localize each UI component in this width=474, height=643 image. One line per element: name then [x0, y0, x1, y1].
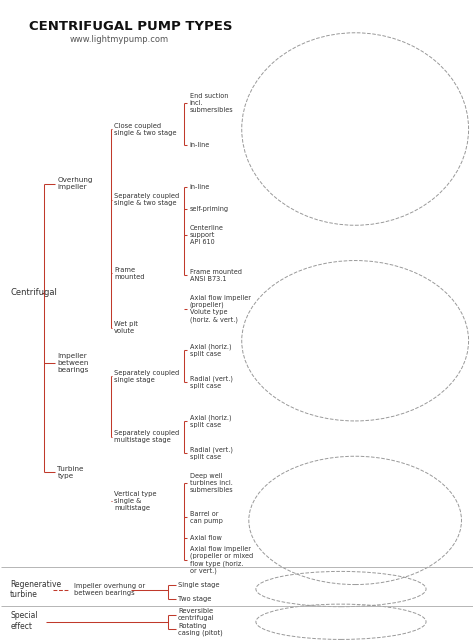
Text: Axial (horiz.)
split case: Axial (horiz.) split case: [190, 343, 231, 357]
Text: Close coupled
single & two stage: Close coupled single & two stage: [114, 123, 177, 136]
Text: Axial (horiz.)
split case: Axial (horiz.) split case: [190, 414, 231, 428]
Text: Reversible
centrifugal: Reversible centrifugal: [178, 608, 215, 621]
Text: Separately coupled
single stage: Separately coupled single stage: [114, 370, 179, 383]
Text: Axial flow impeller
(propeller or mixed
flow type (horiz.
or vert.): Axial flow impeller (propeller or mixed …: [190, 546, 253, 574]
Text: in-line: in-line: [190, 142, 210, 148]
Text: Impeller
between
bearings: Impeller between bearings: [57, 353, 89, 373]
Text: Separately coupled
single & two stage: Separately coupled single & two stage: [114, 193, 179, 206]
Text: self-priming: self-priming: [190, 206, 229, 212]
Text: Vertical type
single &
multistage: Vertical type single & multistage: [114, 491, 156, 511]
Text: Turbine
type: Turbine type: [57, 466, 84, 479]
Text: Frame
mounted: Frame mounted: [114, 267, 145, 280]
Text: Impeller overhung or
between bearings: Impeller overhung or between bearings: [74, 583, 145, 596]
Text: CENTRIFUGAL PUMP TYPES: CENTRIFUGAL PUMP TYPES: [29, 20, 233, 33]
Text: Frame mounted
ANSI B73.1: Frame mounted ANSI B73.1: [190, 269, 242, 282]
Text: Overhung
impeller: Overhung impeller: [57, 177, 93, 190]
Text: Wet pit
volute: Wet pit volute: [114, 322, 138, 334]
Text: Barrel or
can pump: Barrel or can pump: [190, 511, 223, 523]
Text: Rotating
casing (pitot): Rotating casing (pitot): [178, 622, 223, 636]
Text: Special
effect: Special effect: [10, 611, 38, 631]
Text: Single stage: Single stage: [178, 581, 219, 588]
Text: Centerline
support
API 610: Centerline support API 610: [190, 225, 224, 245]
Text: Radial (vert.)
split case: Radial (vert.) split case: [190, 446, 233, 460]
Text: Axial flow: Axial flow: [190, 536, 222, 541]
Text: in-line: in-line: [190, 184, 210, 190]
Text: Regenerative
turbine: Regenerative turbine: [10, 580, 61, 599]
Text: End suction
incl.
submersibles: End suction incl. submersibles: [190, 93, 233, 113]
Text: Separately coupled
multistage stage: Separately coupled multistage stage: [114, 431, 179, 444]
Text: Deep well
turbines incl.
submersibles: Deep well turbines incl. submersibles: [190, 473, 233, 493]
Text: Axial flow impeller
(propeller)
Volute type
(horiz. & vert.): Axial flow impeller (propeller) Volute t…: [190, 294, 251, 323]
Text: www.lightmypump.com: www.lightmypump.com: [69, 35, 168, 44]
Text: Centrifugal: Centrifugal: [10, 288, 57, 297]
Text: Radial (vert.)
split case: Radial (vert.) split case: [190, 376, 233, 389]
Text: Two stage: Two stage: [178, 595, 211, 602]
